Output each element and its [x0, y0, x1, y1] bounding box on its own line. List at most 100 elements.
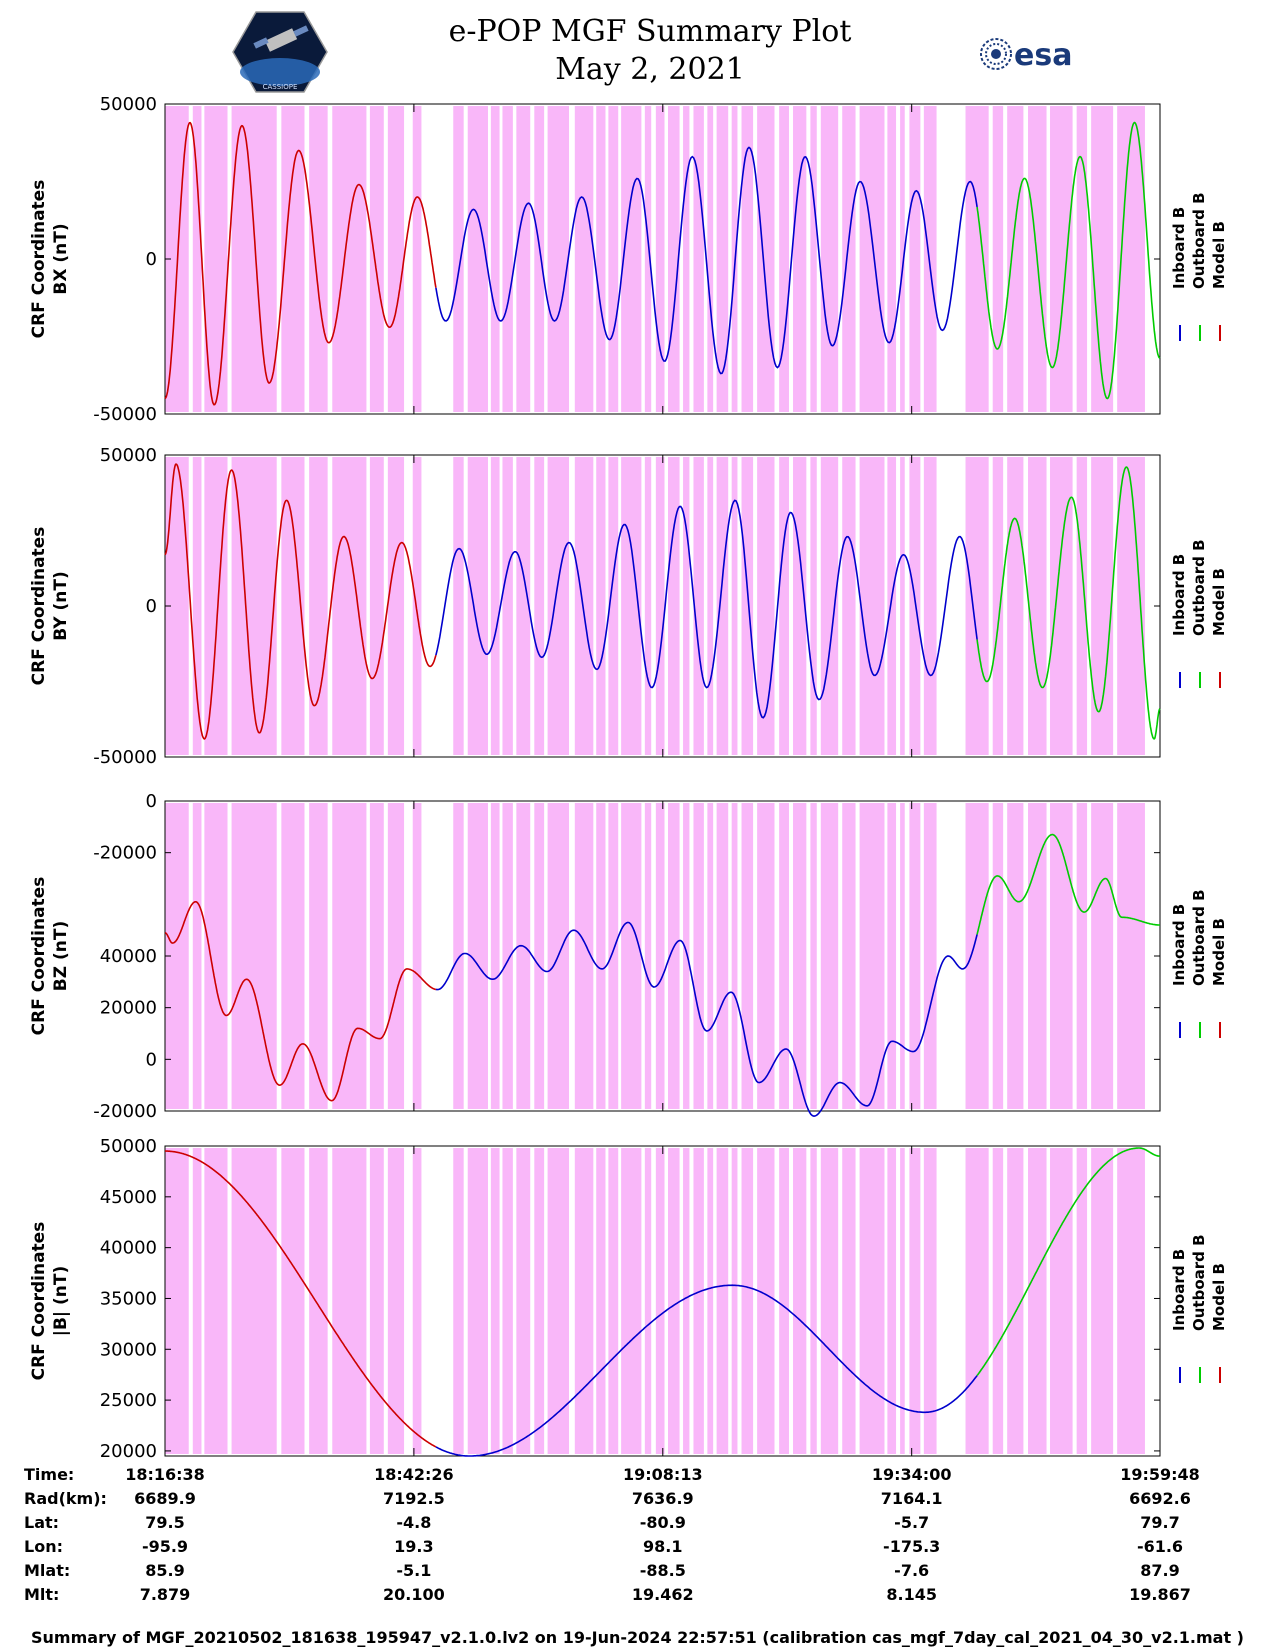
title-line1: e-POP MGF Summary Plot [448, 14, 852, 49]
shaded-range [596, 1148, 606, 1454]
data-series [165, 1147, 1160, 1457]
series-line-model [164, 901, 437, 1102]
shaded-range [1091, 106, 1114, 412]
table-row-label: Mlt: [24, 1585, 60, 1604]
shaded-range [820, 457, 839, 755]
shaded-range [387, 106, 405, 412]
shaded-range [1050, 106, 1073, 412]
y-axis-label-line1: CRF Coordinates [29, 1222, 49, 1381]
shaded-range [683, 803, 690, 1109]
shaded-range [992, 1148, 1004, 1454]
shaded-range [965, 106, 989, 412]
y-axis-label-line2: BY (nT) [51, 571, 71, 641]
legend: Inboard B Outboard B Model B [1170, 192, 1228, 341]
shaded-range [810, 803, 817, 1109]
title-line2: May 2, 2021 [555, 52, 745, 87]
shaded-range [387, 803, 405, 1109]
shaded-range [779, 803, 789, 1109]
table-cell: 18:16:38 [125, 1465, 205, 1484]
legend-entry: Inboard B [1170, 904, 1188, 986]
shaded-range [716, 1148, 729, 1454]
shaded-range [621, 803, 642, 1109]
shaded-ranges [165, 106, 1145, 412]
y-tick-label: 50000 [100, 1136, 157, 1157]
shaded-range [1007, 106, 1024, 412]
table-row-label: Mlat: [24, 1561, 71, 1580]
table-cell: 7636.9 [631, 1489, 694, 1508]
shaded-range [412, 1148, 422, 1454]
shaded-range [387, 1148, 405, 1454]
series-line-outboard [976, 1147, 1160, 1377]
legend-entry: Model B [1210, 568, 1228, 636]
panel-1: 50000 0 -50000 CRF Coordinates BX (nT) Inboar… [29, 94, 1228, 425]
shaded-range [655, 803, 665, 1109]
shaded-range [231, 1148, 277, 1454]
series-line-inboard [435, 146, 978, 375]
shaded-range [644, 106, 652, 412]
shaded-range [655, 106, 665, 412]
table-row-label: Time: [24, 1465, 75, 1484]
table-cell: -80.9 [639, 1513, 686, 1532]
legend-entry: Inboard B [1170, 207, 1188, 289]
shaded-range [231, 106, 277, 412]
y-tick-label: 0 [146, 249, 157, 270]
shaded-range [534, 1148, 545, 1454]
shaded-range [596, 457, 606, 755]
legend: Inboard B Outboard B Model B [1170, 539, 1228, 688]
shaded-range [608, 803, 619, 1109]
shaded-range [192, 106, 202, 412]
y-tick-label: 50000 [100, 445, 157, 466]
shaded-range [281, 457, 305, 755]
shaded-range [707, 803, 714, 1109]
series-line-inboard [435, 499, 978, 719]
shaded-range [502, 803, 513, 1109]
shaded-range [332, 106, 367, 412]
y-tick-label: 50000 [100, 94, 157, 115]
shaded-range [453, 1148, 464, 1454]
shaded-ranges [165, 457, 1145, 755]
legend-entry: Outboard B [1190, 192, 1208, 289]
shaded-range [667, 803, 680, 1109]
shaded-range [909, 803, 921, 1109]
shaded-range [165, 1148, 189, 1454]
table-cell: 8.145 [886, 1585, 937, 1604]
shaded-range [810, 106, 817, 412]
shaded-range [534, 803, 545, 1109]
shaded-range [369, 1148, 384, 1454]
series-line-outboard [976, 833, 1160, 935]
shaded-range [667, 1148, 680, 1454]
shaded-range [165, 803, 189, 1109]
shaded-range [387, 457, 405, 755]
shaded-range [608, 457, 619, 755]
shaded-range [900, 803, 905, 1109]
y-tick-label: 40000 [100, 946, 157, 967]
footer-summary: Summary of MGF_20210502_181638_195947_v2… [31, 1628, 1244, 1647]
table-cell: 20.100 [383, 1585, 445, 1604]
y-tick-label: -50000 [93, 404, 157, 425]
shaded-range [992, 106, 1004, 412]
shaded-range [281, 106, 305, 412]
shaded-range [887, 1148, 897, 1454]
shaded-range [574, 457, 594, 755]
shaded-range [467, 803, 488, 1109]
shaded-range [716, 803, 729, 1109]
shaded-range [608, 106, 619, 412]
table-cell: 19.867 [1129, 1585, 1191, 1604]
shaded-range [281, 1148, 305, 1454]
shaded-range [204, 803, 228, 1109]
shaded-range [453, 106, 464, 412]
shaded-range [716, 106, 729, 412]
shaded-range [467, 1148, 488, 1454]
legend-entry: Inboard B [1170, 1249, 1188, 1331]
series-line-outboard [976, 121, 1161, 400]
y-axis-label-line2: BX (nT) [51, 223, 71, 294]
esa-logo: esa [980, 38, 1072, 73]
shaded-range [859, 803, 885, 1109]
y-axis-label: CRF Coordinates BX (nT) [29, 180, 71, 339]
table-cell: 98.1 [643, 1537, 683, 1556]
shaded-range [820, 106, 839, 412]
shaded-range [810, 457, 817, 755]
shaded-range [779, 1148, 789, 1454]
shaded-range [547, 106, 570, 412]
table-cell: 7192.5 [383, 1489, 445, 1508]
